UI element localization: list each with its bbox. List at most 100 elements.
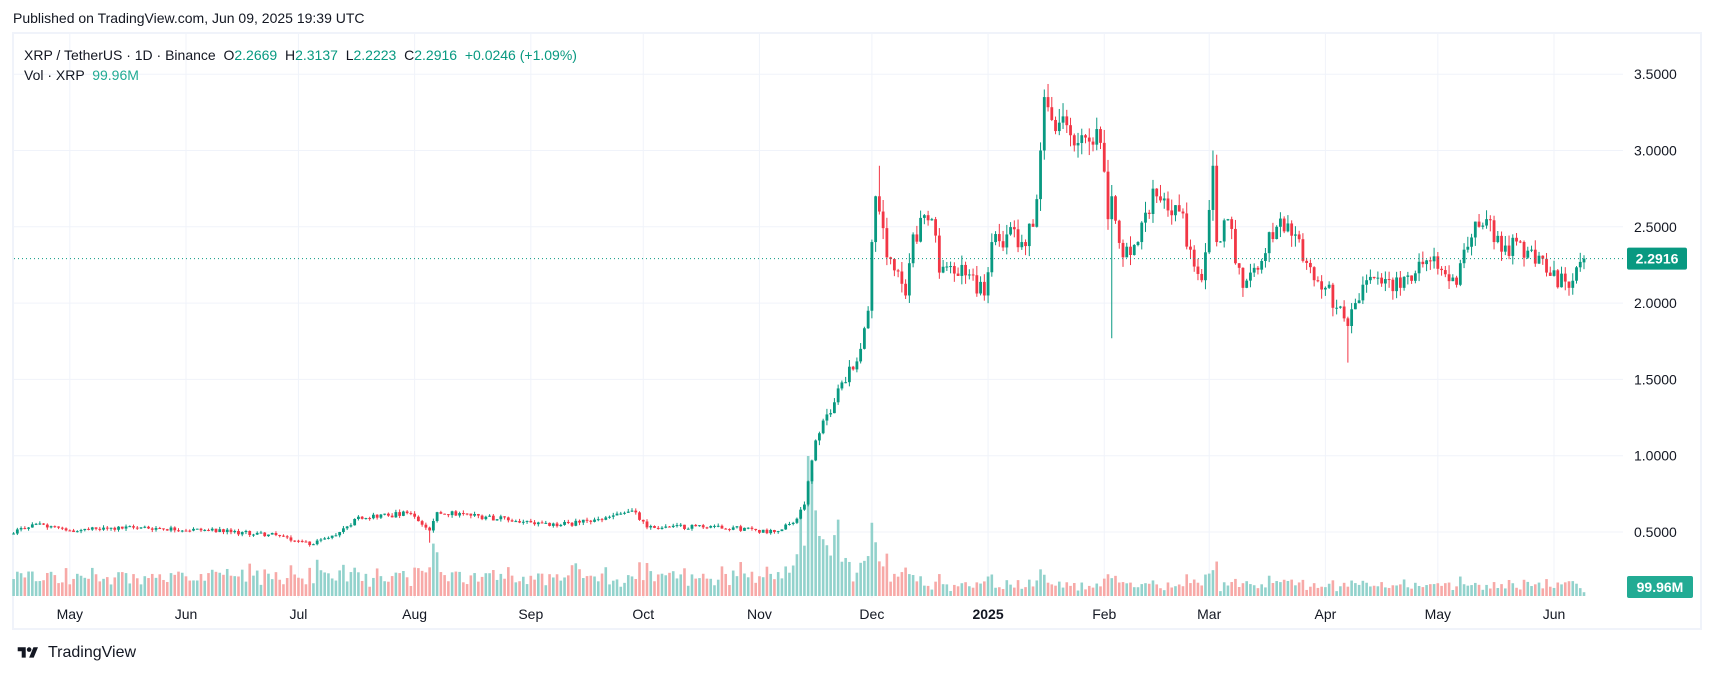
candle-body <box>1447 274 1451 282</box>
volume-bar <box>180 572 184 596</box>
volume-bar <box>323 572 326 596</box>
volume-bar <box>1185 574 1189 596</box>
candle-body <box>836 388 840 403</box>
volume-bar <box>1518 589 1522 596</box>
volume-legend-row: Vol · XRP 99.96M <box>24 65 577 85</box>
volume-bar <box>124 573 128 596</box>
volume-bar <box>1241 583 1245 596</box>
volume-bar <box>660 573 664 596</box>
candle-body <box>1541 255 1545 259</box>
candle-body <box>563 521 566 525</box>
volume-bar <box>162 579 165 596</box>
volume-bar <box>971 587 975 596</box>
volume-bar <box>570 565 574 596</box>
volume-bar <box>477 581 480 596</box>
candle-body <box>1500 235 1503 252</box>
candle-body <box>877 196 881 212</box>
volume-bar <box>308 567 311 596</box>
candle-body <box>585 519 589 521</box>
candle-body <box>499 516 503 520</box>
volume-bar <box>1354 583 1357 596</box>
volume-bar <box>443 575 446 596</box>
candle-body <box>237 530 240 535</box>
candle-body <box>818 433 821 441</box>
volume-bar <box>615 579 619 596</box>
volume-bar <box>1466 585 1470 596</box>
candle-body <box>439 512 443 514</box>
candle-body <box>619 513 623 515</box>
volume-bar <box>23 577 27 596</box>
volume-bar <box>1350 580 1353 596</box>
candle-body <box>68 530 72 532</box>
candle-body <box>1072 135 1076 146</box>
volume-bar <box>653 581 656 596</box>
volume-bar <box>548 574 551 596</box>
candle-body <box>1361 284 1365 301</box>
volume-bar <box>188 580 192 596</box>
volume-bar <box>1556 582 1560 596</box>
candle-body <box>1091 141 1095 145</box>
volume-bar <box>27 571 30 596</box>
candle-body <box>503 516 506 518</box>
candle-body <box>566 521 570 523</box>
candle-body <box>769 530 773 534</box>
volume-bar <box>12 579 15 596</box>
chart-frame[interactable] <box>12 32 1702 630</box>
volume-bar <box>46 572 49 596</box>
candle-body <box>664 526 668 528</box>
volume-label[interactable]: Vol · XRP <box>24 67 85 83</box>
volume-bar <box>870 522 874 596</box>
volume-bar <box>1346 586 1350 596</box>
volume-bar <box>1406 587 1410 596</box>
volume-bar <box>1136 587 1140 596</box>
current-price-badge <box>1627 247 1687 270</box>
volume-bar <box>413 567 416 596</box>
volume-bar <box>1170 587 1174 596</box>
volume-bar <box>641 580 645 596</box>
candle-body <box>319 539 323 541</box>
volume-bar <box>1095 583 1099 596</box>
low-value: 2.2223 <box>353 47 397 63</box>
candle-body <box>847 366 851 383</box>
volume-bar <box>979 583 982 596</box>
volume-bar <box>424 572 428 596</box>
symbol-title[interactable]: XRP / TetherUS · 1D · Binance <box>24 47 216 63</box>
candle-body <box>1511 237 1515 256</box>
candle-body <box>495 519 499 521</box>
candle-body <box>1237 263 1241 268</box>
volume-bar <box>1522 579 1526 596</box>
volume-bar <box>364 573 368 596</box>
candle-body <box>1110 196 1114 220</box>
volume-bar <box>1324 587 1327 596</box>
candle-body <box>1084 135 1087 138</box>
candle-body <box>1496 235 1500 243</box>
volume-bar <box>117 572 120 596</box>
candle-body <box>368 518 372 520</box>
candle-body <box>739 526 743 531</box>
candle-body <box>937 235 941 273</box>
volume-bar <box>761 577 765 596</box>
volume-bar <box>1271 583 1275 596</box>
footer-brand-text: TradingView <box>48 644 137 661</box>
candle-body <box>615 513 619 516</box>
candle-body <box>1398 277 1402 288</box>
volume-bar <box>810 472 814 596</box>
candle-body <box>1481 225 1485 227</box>
volume-bar <box>593 576 596 596</box>
high-label: H <box>284 47 296 63</box>
candle-body <box>1530 249 1533 251</box>
volume-bar <box>139 584 143 596</box>
candle-body <box>64 528 68 531</box>
close-value: 2.2916 <box>414 47 458 63</box>
candle-body <box>750 527 754 529</box>
candle-body <box>1245 280 1249 288</box>
volume-bar <box>342 564 345 596</box>
candle-body <box>79 530 83 532</box>
candle-body <box>1563 273 1567 282</box>
volume-bar <box>683 568 686 596</box>
candle-body <box>945 266 949 268</box>
volume-bar <box>716 579 720 596</box>
volume-bar <box>510 575 514 596</box>
volume-bar <box>675 578 679 596</box>
